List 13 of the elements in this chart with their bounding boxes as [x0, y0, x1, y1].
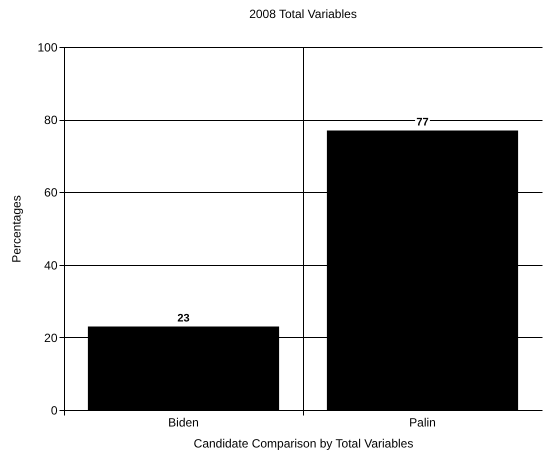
data-label: 77: [416, 116, 429, 128]
y-tick-label: 100: [37, 40, 58, 54]
y-tick-label: 80: [44, 113, 58, 128]
y-tick-label: 0: [50, 404, 58, 418]
x-tick-label: Biden: [168, 416, 199, 430]
y-tick-label: 20: [44, 330, 58, 345]
y-tick-label: 60: [44, 186, 58, 200]
data-label: 23: [177, 312, 190, 325]
x-tick-label: Palin: [409, 416, 436, 430]
x-axis-title: Candidate Comparison by Total Variables: [194, 436, 414, 450]
chart-title: 2008 Total Variables: [249, 7, 357, 21]
y-axis-title: Percentages: [9, 195, 24, 263]
y-tick-label: 40: [44, 258, 58, 272]
